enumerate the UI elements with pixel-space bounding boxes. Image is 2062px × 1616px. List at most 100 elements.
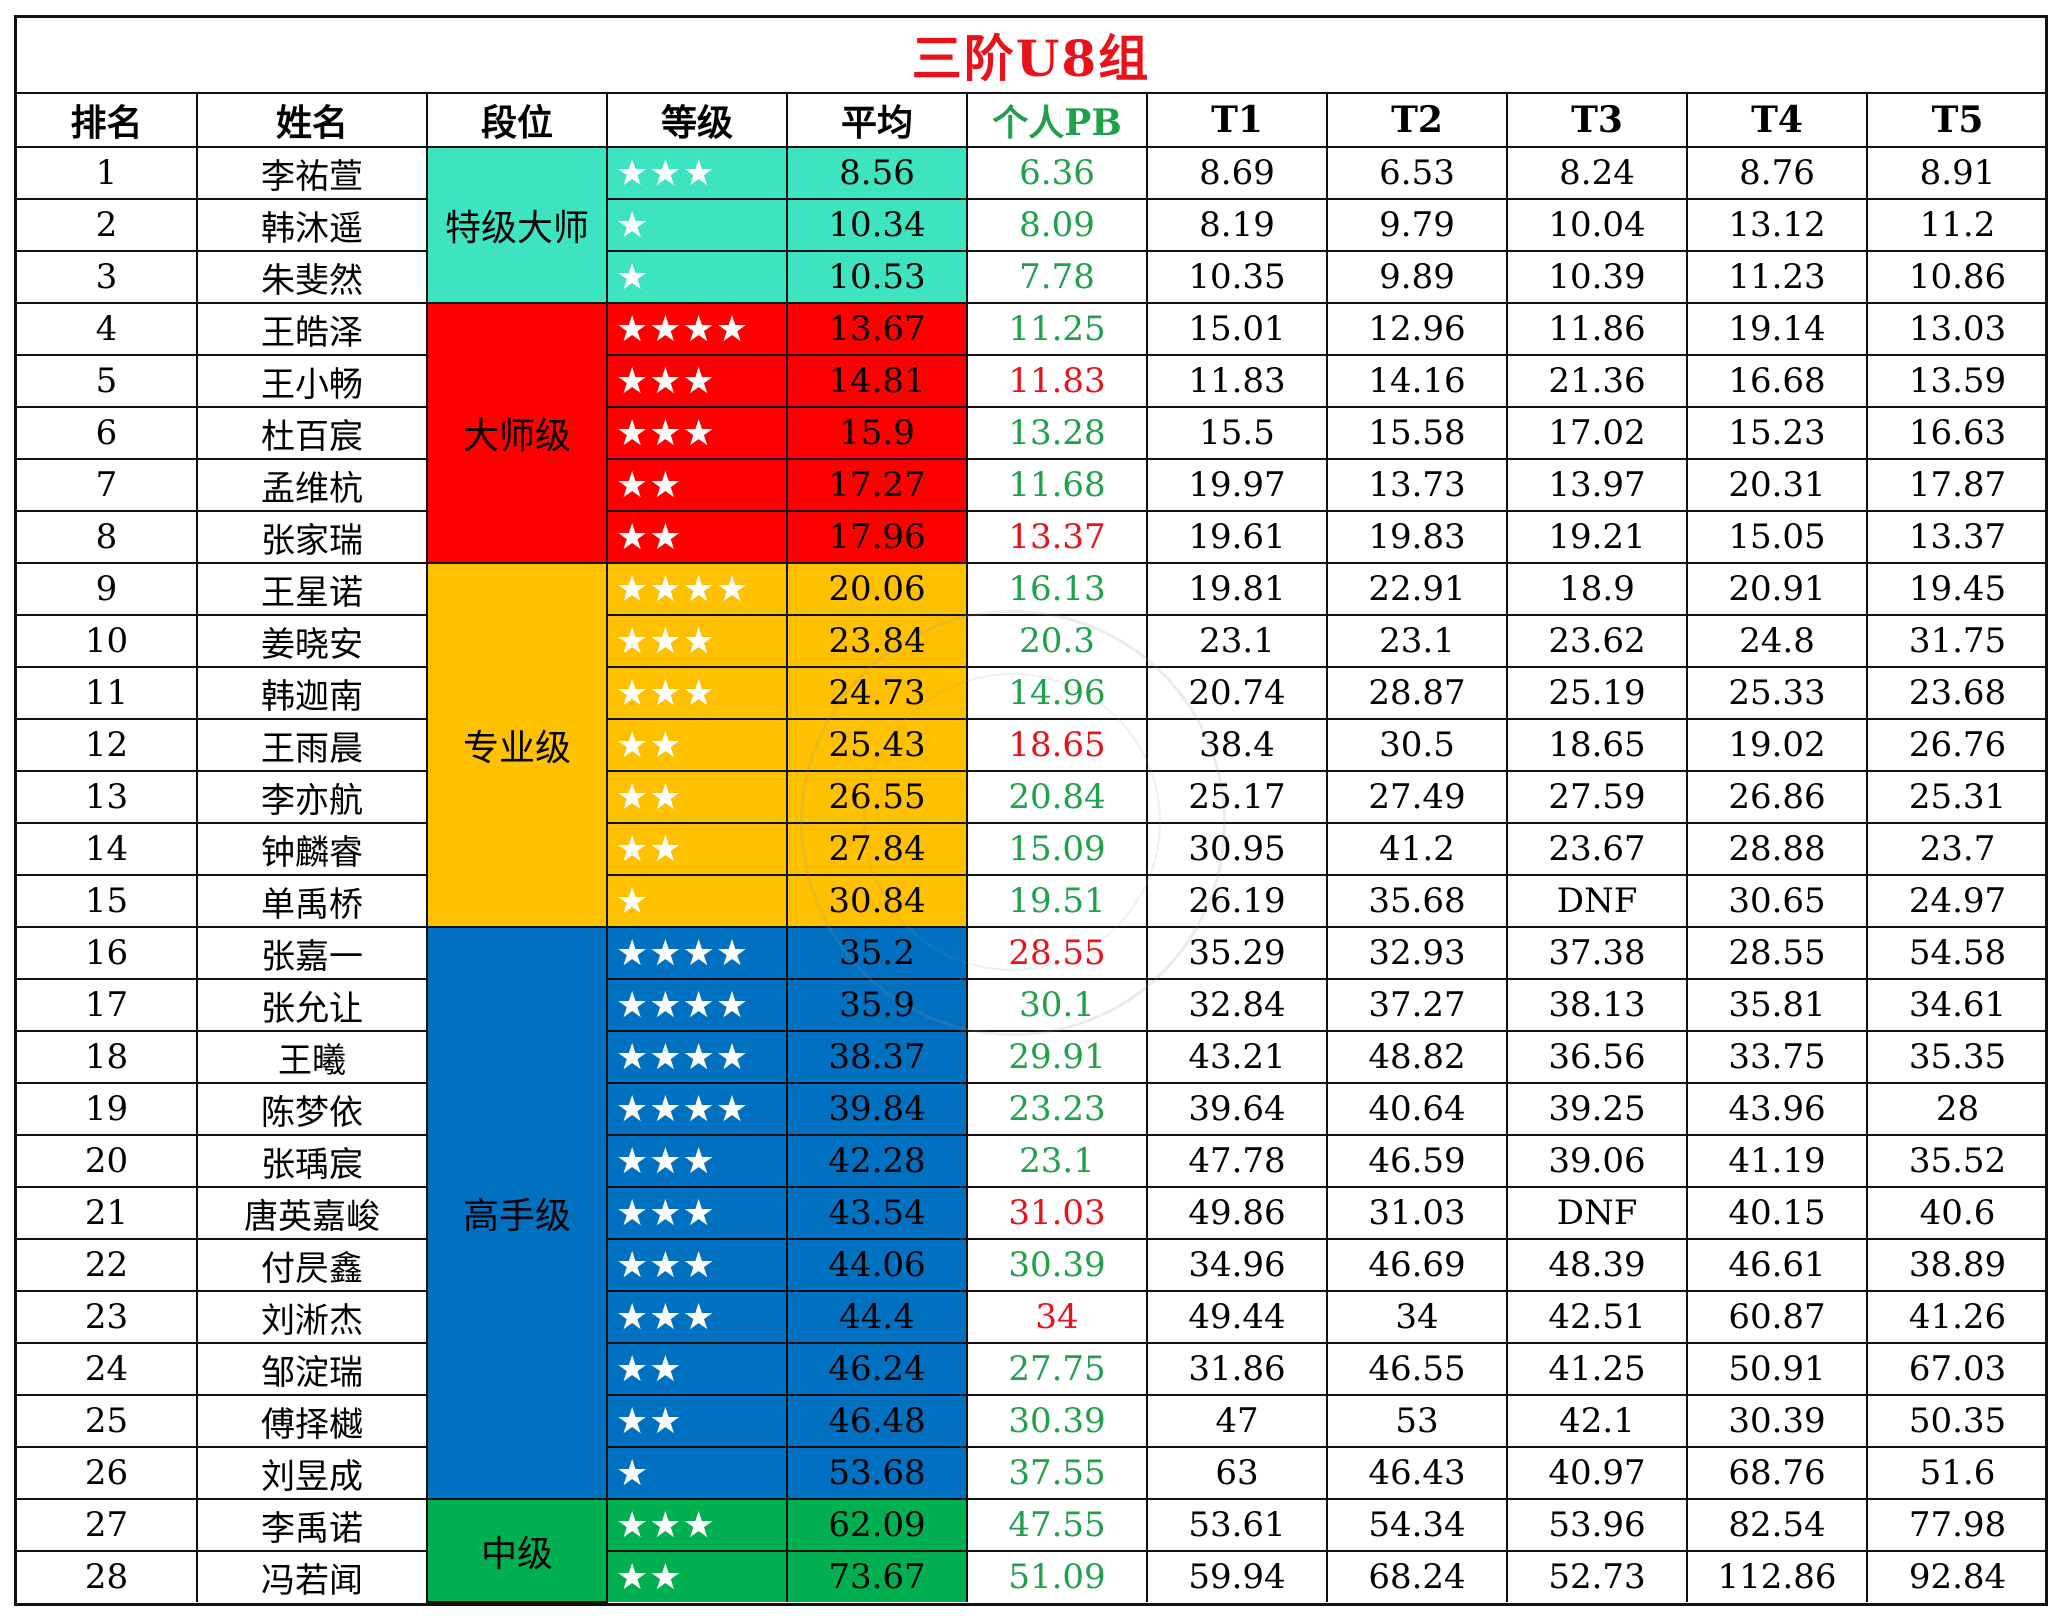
name-cell: 邹淀瑞 (196, 1342, 428, 1396)
t3-cell: 39.25 (1506, 1082, 1688, 1136)
t1-cell: 47.78 (1146, 1134, 1328, 1188)
rank-cell: 6 (17, 406, 198, 460)
average-cell: 17.27 (786, 458, 968, 512)
t1-cell: 30.95 (1146, 822, 1328, 876)
level-stars: ★★★ (606, 146, 788, 200)
t3-cell: 10.04 (1506, 198, 1688, 252)
t4-cell: 25.33 (1686, 666, 1868, 720)
name-cell: 付昃鑫 (196, 1238, 428, 1292)
t2-cell: 35.68 (1326, 874, 1508, 928)
rank-cell: 19 (17, 1082, 198, 1136)
personal-best-cell: 16.13 (966, 562, 1148, 616)
average-cell: 62.09 (786, 1498, 968, 1552)
t2-cell: 46.43 (1326, 1446, 1508, 1500)
t3-cell: 23.67 (1506, 822, 1688, 876)
rank-cell: 18 (17, 1030, 198, 1084)
t2-cell: 12.96 (1326, 302, 1508, 356)
t2-cell: 23.1 (1326, 614, 1508, 668)
personal-best-cell: 30.1 (966, 978, 1148, 1032)
table-row: 18 王曦 ★★★★ 38.37 29.91 43.21 48.82 36.56 33.75 35… (17, 1030, 2047, 1084)
table-row: 1 李祐萱 特级大师 ★★★ 8.56 6.36 8.69 6.53 8.24 8.76 8.91 (17, 146, 2047, 304)
t1-cell: 15.01 (1146, 302, 1328, 356)
t3-cell: 8.24 (1506, 146, 1688, 200)
t5-cell: 16.63 (1866, 406, 2047, 460)
t2-cell: 27.49 (1326, 770, 1508, 824)
table-row: 24 邹淀瑞 ★★ 46.24 27.75 31.86 46.55 41.25 50.91 67.… (17, 1342, 2047, 1396)
table-row: 22 付昃鑫 ★★★ 44.06 30.39 34.96 46.69 48.39 46.61 38… (17, 1238, 2047, 1292)
t2-cell: 37.27 (1326, 978, 1508, 1032)
t5-cell: 51.6 (1866, 1446, 2047, 1500)
personal-best-cell: 19.51 (966, 874, 1148, 928)
rank-cell: 20 (17, 1134, 198, 1188)
t1-cell: 11.83 (1146, 354, 1328, 408)
level-stars: ★★★★ (606, 1082, 788, 1136)
t2-cell: 15.58 (1326, 406, 1508, 460)
t5-cell: 41.26 (1866, 1290, 2047, 1344)
t1-cell: 49.44 (1146, 1290, 1328, 1344)
t1-cell: 35.29 (1146, 926, 1328, 980)
t4-cell: 82.54 (1686, 1498, 1868, 1552)
t2-cell: 28.87 (1326, 666, 1508, 720)
rank-cell: 28 (17, 1550, 198, 1602)
header-t3: T3 (1506, 94, 1688, 148)
table-row: 23 刘淅杰 ★★★ 44.4 34 49.44 34 42.51 60.87 41.26 (17, 1290, 2047, 1344)
t5-cell: 35.52 (1866, 1134, 2047, 1188)
sheet-title: 三阶U8组 (911, 29, 1151, 88)
level-stars: ★★★ (606, 406, 788, 460)
rank-cell: 1 (17, 146, 198, 200)
level-stars: ★★★ (606, 1186, 788, 1240)
table-row: 12 王雨晨 ★★ 25.43 18.65 38.4 30.5 18.65 19.02 26.76 (17, 718, 2047, 772)
personal-best-cell: 11.83 (966, 354, 1148, 408)
level-stars: ★★★ (606, 1498, 788, 1552)
table-row: 26 刘昱成 ★ 53.68 37.55 63 46.43 40.97 68.76 51.6 (17, 1446, 2047, 1500)
personal-best-cell: 7.78 (966, 250, 1148, 304)
level-stars: ★★★★ (606, 1030, 788, 1084)
t2-cell: 48.82 (1326, 1030, 1508, 1084)
t1-cell: 10.35 (1146, 250, 1328, 304)
average-cell: 39.84 (786, 1082, 968, 1136)
average-cell: 43.54 (786, 1186, 968, 1240)
t1-cell: 19.81 (1146, 562, 1328, 616)
tier-cell: 高手级 (426, 926, 608, 1500)
t4-cell: 19.14 (1686, 302, 1868, 356)
tier-cell: 专业级 (426, 562, 608, 928)
average-cell: 10.53 (786, 250, 968, 304)
t4-cell: 8.76 (1686, 146, 1868, 200)
personal-best-cell: 20.3 (966, 614, 1148, 668)
t2-cell: 13.73 (1326, 458, 1508, 512)
t3-cell: 53.96 (1506, 1498, 1688, 1552)
t1-cell: 59.94 (1146, 1550, 1328, 1602)
name-cell: 张嘉一 (196, 926, 428, 980)
t4-cell: 11.23 (1686, 250, 1868, 304)
level-stars: ★★ (606, 718, 788, 772)
personal-best-cell: 51.09 (966, 1550, 1148, 1602)
name-cell: 韩迦南 (196, 666, 428, 720)
rank-cell: 23 (17, 1290, 198, 1344)
header-row: 排名 姓名 段位 等级 平均 个人PB T1 T2 T3 T4 T5 (17, 94, 2047, 148)
average-cell: 44.4 (786, 1290, 968, 1344)
name-cell: 张家瑞 (196, 510, 428, 564)
tier-cell: 大师级 (426, 302, 608, 564)
table-row: 9 王星诺 专业级 ★★★★ 20.06 16.13 19.81 22.91 18.9 20.91… (17, 562, 2047, 928)
t5-cell: 34.61 (1866, 978, 2047, 1032)
rank-cell: 24 (17, 1342, 198, 1396)
level-stars: ★★ (606, 1394, 788, 1448)
t2-cell: 14.16 (1326, 354, 1508, 408)
level-stars: ★ (606, 198, 788, 252)
t4-cell: 19.02 (1686, 718, 1868, 772)
t3-cell: 36.56 (1506, 1030, 1688, 1084)
results-table: 排名 姓名 段位 等级 平均 个人PB T1 T2 T3 T4 T5 1 李祐萱特… (17, 94, 2047, 1603)
personal-best-cell: 11.25 (966, 302, 1148, 356)
personal-best-cell: 31.03 (966, 1186, 1148, 1240)
tier-cell: 特级大师 (426, 146, 608, 304)
name-cell: 王曦 (196, 1030, 428, 1084)
table-row: 15 单禹桥 ★ 30.84 19.51 26.19 35.68 DNF 30.65 24.97 (17, 874, 2047, 928)
level-stars: ★ (606, 1446, 788, 1500)
table-row: 10 姜晓安 ★★★ 23.84 20.3 23.1 23.1 23.62 24.8 31.75 (17, 614, 2047, 668)
personal-best-cell: 37.55 (966, 1446, 1148, 1500)
average-cell: 17.96 (786, 510, 968, 564)
t3-cell: 52.73 (1506, 1550, 1688, 1602)
rank-cell: 17 (17, 978, 198, 1032)
t5-cell: 77.98 (1866, 1498, 2047, 1552)
t4-cell: 20.31 (1686, 458, 1868, 512)
